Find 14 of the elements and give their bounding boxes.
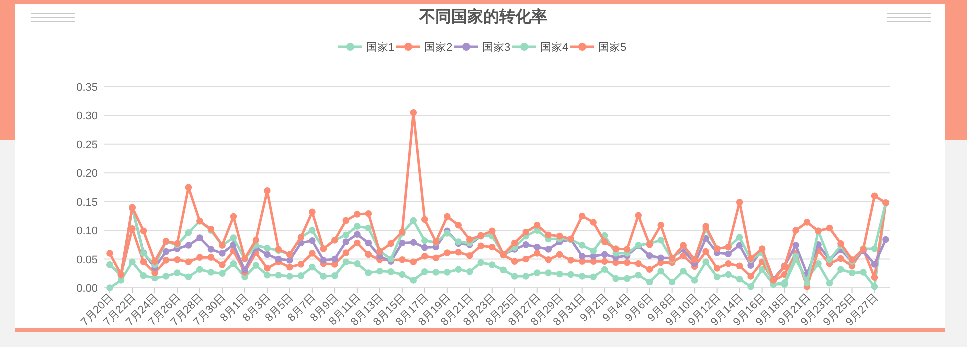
y-tick-label: 0.20	[76, 168, 98, 180]
y-tick-label: 0.25	[76, 139, 98, 152]
y-tick-label: 0.15	[76, 196, 98, 209]
y-tick-label: 0.35	[76, 82, 98, 94]
chart-title: 不同国家的转化率	[418, 7, 548, 26]
y-tick-label: 0.00	[76, 283, 98, 295]
y-tick-label: 0.10	[76, 226, 98, 238]
legend-label: 国家1	[366, 41, 395, 54]
y-tick-label: 0.05	[76, 254, 98, 266]
legend-label: 国家5	[598, 41, 627, 54]
legend-label: 国家3	[482, 41, 511, 54]
legend-label: 国家4	[540, 41, 569, 54]
legend-label: 国家2	[424, 41, 453, 54]
y-tick-label: 0.30	[76, 110, 98, 123]
